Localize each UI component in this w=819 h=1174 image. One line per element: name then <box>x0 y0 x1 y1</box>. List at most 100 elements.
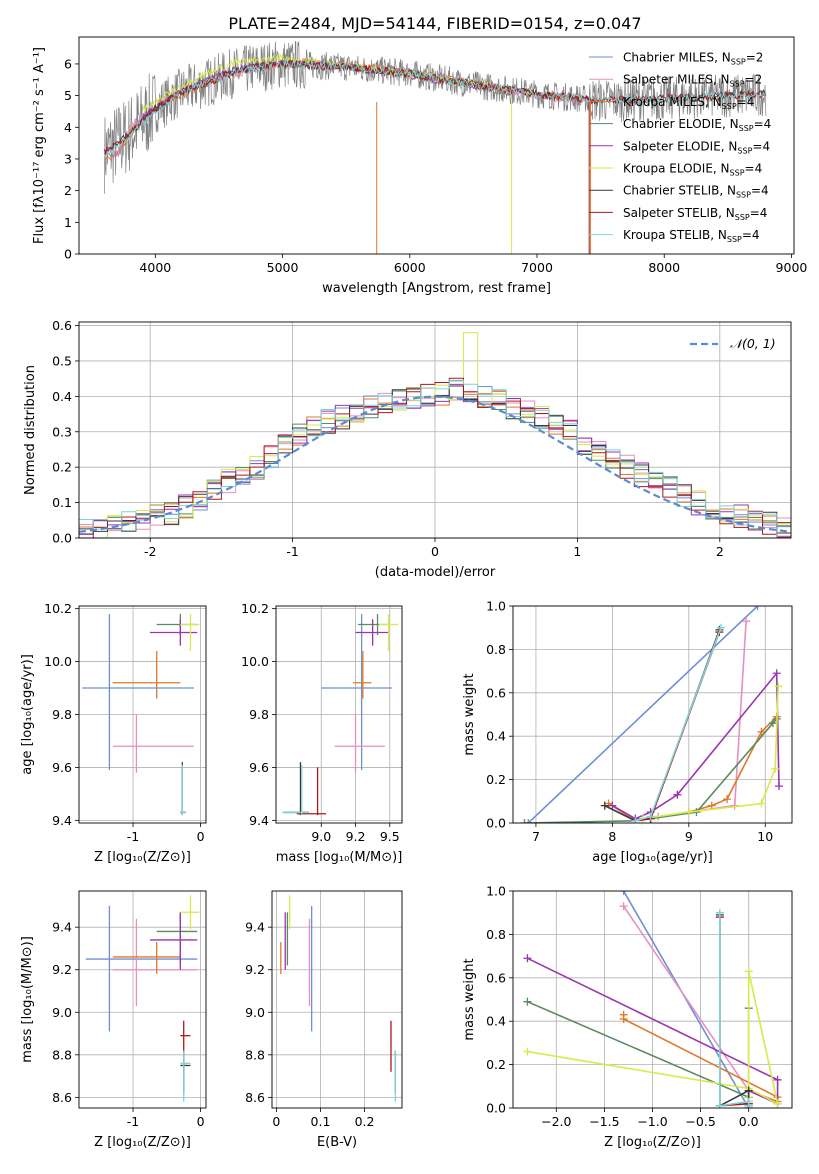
y-tick-label: 8.8 <box>52 1047 72 1062</box>
plot-frame <box>78 605 207 824</box>
y-tick-label: 5 <box>64 88 72 103</box>
y-axis-label: mass [log₁₀(M/M⊙)] <box>20 936 35 1063</box>
x-tick-label: 9.2 <box>346 829 366 844</box>
legend-label-tail: =4 <box>750 206 768 220</box>
y-tick-label: 9.4 <box>245 920 265 935</box>
legend-label-subscript: SSP <box>735 213 750 222</box>
y-tick-label: 9.8 <box>249 707 269 722</box>
x-tick-label: 10 <box>757 829 773 844</box>
panel-age-vs-mass: 9.0 9.2 9.5 9.4 9.6 9.8 10.0 10.2 mass [log₁₀(M/… <box>241 601 403 865</box>
x-tick-label: 4000 <box>139 260 171 275</box>
mass-weight-marker <box>757 799 766 808</box>
mass-weight-marker <box>523 1047 532 1056</box>
y-tick-label: 0.1 <box>52 495 72 510</box>
legend-label-text: Chabrier ELODIE, N <box>623 117 739 131</box>
x-axis-label: Z [log₁₀(Z/Z⊙)] <box>94 850 191 865</box>
plot-area <box>85 895 200 1102</box>
model-spectrum-line <box>103 59 767 159</box>
plot-area <box>280 895 397 1102</box>
x-axis-label: (data-model)/error <box>375 565 496 580</box>
y-tick-label: 10.2 <box>241 601 269 616</box>
legend-label-tail: =4 <box>737 95 755 109</box>
legend-label: Kroupa ELODIE, NSSP=4 <box>623 162 762 178</box>
mass-weight-marker <box>774 682 783 691</box>
x-tick-label: 6000 <box>394 260 426 275</box>
x-tick-label: 7000 <box>521 260 553 275</box>
y-tick-label: 9.4 <box>52 920 72 935</box>
mass-weight-marker <box>715 1101 724 1108</box>
residual-histogram <box>79 379 791 538</box>
legend-label-text: Kroupa ELODIE, N <box>623 162 730 176</box>
mass-weight-line <box>642 686 779 820</box>
x-tick-label: -2 <box>144 544 156 559</box>
plot-area <box>282 613 399 816</box>
legend-label-tail: =2 <box>746 51 764 65</box>
y-tick-label: 1 <box>64 215 72 230</box>
figure-title: PLATE=2484, MJD=54144, FIBERID=0154, z=0… <box>228 14 641 33</box>
mass-weight-marker <box>742 617 751 626</box>
plot-area <box>82 613 200 816</box>
legend-label-tail: =4 <box>742 228 760 242</box>
legend-label: Salpeter ELODIE, NSSP=4 <box>623 139 770 155</box>
x-axis-label: E(B-V) <box>317 1135 357 1150</box>
x-tick-label: 5000 <box>267 260 299 275</box>
mass-weight-marker <box>773 1075 782 1084</box>
legend-label-subscript: SSP <box>722 102 737 111</box>
y-tick-label: 0.4 <box>486 729 506 744</box>
mass-weight-marker <box>619 891 628 895</box>
mass-weight-marker <box>673 790 682 799</box>
x-tick-label: 0 <box>197 1114 205 1129</box>
y-axis-label: Normed distribution <box>23 365 38 495</box>
y-tick-label: 0 <box>64 247 72 262</box>
mass-weight-marker <box>771 764 780 773</box>
panel-mass-weight-vs-Z: −2.0 −1.5 −1.0 −0.5 0.0 0.0 0.2 0.4 0.6 0.8 1.0 Z [… <box>462 884 793 1150</box>
mass-weight-marker <box>715 908 724 917</box>
mass-weight-line <box>635 627 722 822</box>
plot-area <box>520 606 784 823</box>
x-axis-label: Z [log₁₀(Z/Z⊙)] <box>94 1135 191 1150</box>
legend-label-text: Chabrier STELIB, N <box>623 184 736 198</box>
x-tick-label: 0.1 <box>311 1114 331 1129</box>
y-tick-label: 9.0 <box>52 1005 72 1020</box>
legend-label-text: Salpeter MILES, N <box>623 73 730 87</box>
panel-mass-vs-Z: -1 0 8.6 8.8 9.0 9.2 9.4 Z [log₁₀(Z/Z⊙)] mass [l… <box>20 890 207 1150</box>
mass-weight-marker <box>723 795 732 804</box>
y-tick-label: 0.6 <box>52 318 72 333</box>
legend-label-tail: =4 <box>752 139 770 153</box>
y-tick-label: 9.4 <box>52 813 72 828</box>
mass-weight-marker <box>684 808 693 817</box>
legend-label-text: Chabrier MILES, N <box>623 51 731 65</box>
gaussian-curve <box>79 395 791 533</box>
mass-weight-marker <box>646 812 655 821</box>
y-tick-label: 0.0 <box>486 1101 506 1116</box>
y-tick-label: 8.6 <box>52 1090 72 1105</box>
plot-frame <box>78 890 207 1109</box>
x-axis-label: age [log₁₀(age/yr)] <box>592 850 713 865</box>
legend-label: Kroupa MILES, NSSP=4 <box>623 95 754 111</box>
mass-weight-marker <box>768 719 777 728</box>
y-tick-label: 6 <box>64 56 72 71</box>
panel-age-vs-Z: -1 0 9.4 9.6 9.8 10.0 10.2 Z [log₁₀(Z/Z⊙)] age [… <box>20 601 207 865</box>
x-tick-label: 0.0 <box>739 1114 759 1129</box>
mass-weight-marker <box>619 1015 628 1024</box>
mass-weight-line <box>612 671 780 820</box>
panel-mass-vs-EBV: 0 0.1 0.2 8.6 8.8 9.0 9.2 9.4 E(B-V) <box>245 890 403 1150</box>
plot-area <box>523 891 782 1108</box>
y-axis-label: mass weight <box>462 958 477 1040</box>
y-tick-label: 0.0 <box>52 531 72 546</box>
y-tick-label: 1.0 <box>486 884 506 899</box>
x-tick-label: 0.2 <box>355 1114 375 1129</box>
plot-frame <box>512 890 793 1109</box>
panel-spectrum: 4000 5000 6000 7000 8000 9000 0 1 2 3 4 5 6 wavelengt… <box>32 36 807 296</box>
panel-mass-weight-vs-age: 7 8 9 10 0.0 0.2 0.4 0.6 0.8 1.0 age [log₁₀(age/yr… <box>462 599 793 865</box>
legend-label: Chabrier MILES, NSSP=2 <box>623 51 763 67</box>
legend-label-subscript: SSP <box>730 169 745 178</box>
x-tick-label: 9.0 <box>311 829 331 844</box>
mass-weight-marker <box>775 782 784 791</box>
plot-area <box>103 40 767 254</box>
y-tick-label: 8.8 <box>245 1047 265 1062</box>
legend-label: Salpeter MILES, NSSP=2 <box>623 73 762 89</box>
y-tick-label: 0.4 <box>486 1014 506 1029</box>
panel-residuals: -2 -1 0 1 2 0.0 0.1 0.2 0.3 0.4 0.5 0.6 (data-model)… <box>23 318 792 580</box>
